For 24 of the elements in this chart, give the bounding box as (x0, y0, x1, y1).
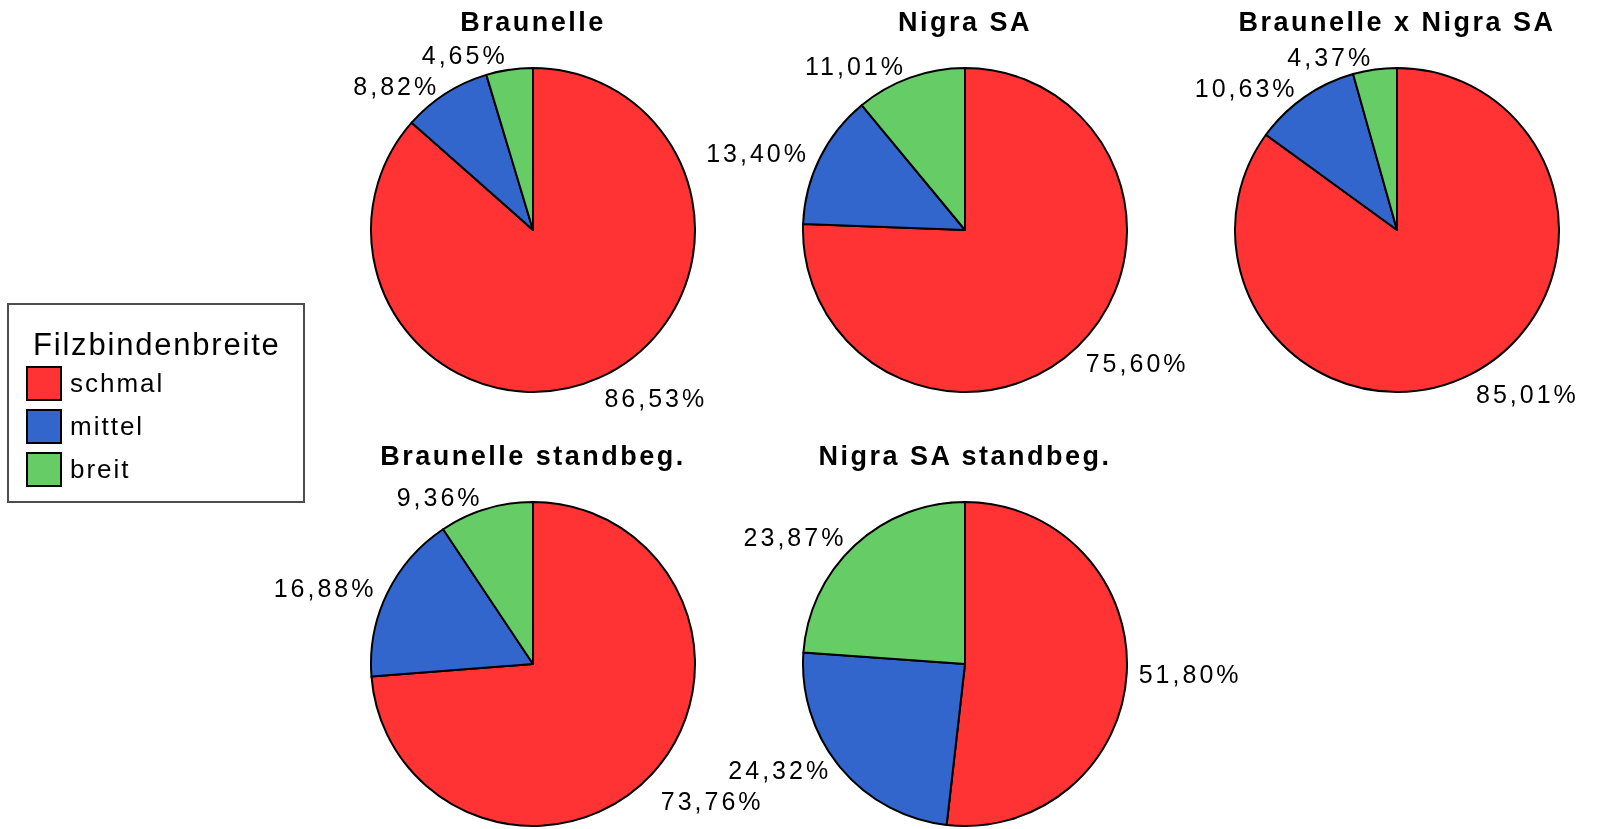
data-label: 8,82% (353, 72, 440, 101)
chart-title: Braunelle x Nigra SA (1238, 7, 1556, 37)
chart-title: Braunelle (460, 7, 606, 37)
chart-title: Nigra SA (897, 7, 1033, 37)
data-label: 85,01% (1475, 379, 1579, 408)
data-label: 86,53% (604, 383, 708, 412)
data-label: 13,40% (706, 139, 809, 168)
chart-title: Braunelle standbeg. (380, 441, 686, 471)
data-label: 4,65% (421, 41, 508, 70)
data-label: 24,32% (728, 755, 832, 784)
legend-title: Filzbindenbreite (33, 327, 281, 362)
data-label: 75,60% (1085, 348, 1189, 377)
data-label: 10,63% (1194, 73, 1298, 102)
data-label: 23,87% (743, 522, 847, 551)
chart-title: Nigra SA standbeg. (818, 441, 1112, 471)
data-label: 51,80% (1138, 660, 1242, 689)
data-label: 73,76% (660, 786, 764, 815)
legend-label: schmal (70, 368, 165, 398)
data-label: 9,36% (396, 483, 483, 512)
data-label: 16,88% (273, 573, 377, 602)
data-label: 4,37% (1287, 42, 1374, 71)
legend-label: mittel (70, 411, 145, 441)
data-label: 11,01% (805, 52, 907, 81)
legend-label: breit (70, 454, 131, 484)
